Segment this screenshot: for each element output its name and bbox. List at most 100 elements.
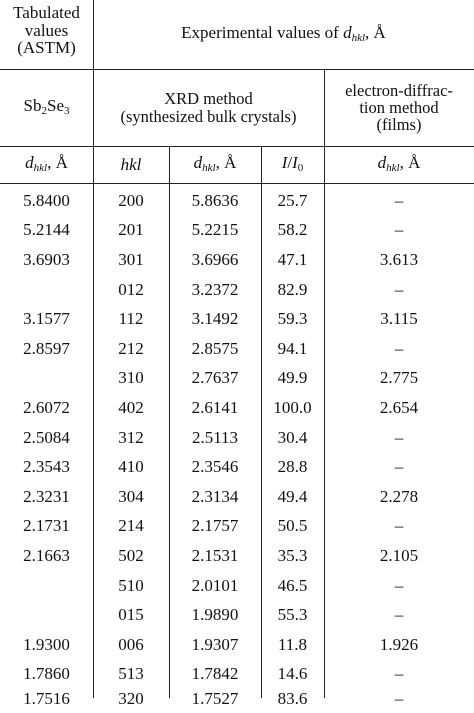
col-header-ed-dhkl: dhkl, Å: [377, 153, 421, 175]
intensity-cell: 46.5: [277, 575, 308, 595]
ed-dhkl-cell: –: [394, 220, 404, 240]
ed-dhkl-cell: –: [394, 279, 404, 299]
col-header-intensity: I/I0: [281, 153, 304, 175]
table-row: 3.1577 112 3.1492 59.3 3.115: [0, 304, 474, 334]
table-row: 015 1.9890 55.3 –: [0, 600, 474, 630]
hkl-cell: 402: [118, 397, 144, 417]
table-row: 5.8400 200 5.8636 25.7 –: [0, 186, 474, 216]
column-divider-1: [93, 0, 94, 698]
column-divider-3: [261, 146, 262, 698]
astm-dhkl-cell: 5.8400: [23, 190, 70, 210]
intensity-cell: 35.3: [277, 545, 308, 565]
astm-dhkl-cell: [0, 275, 93, 305]
table-row: 3.6903 301 3.6966 47.1 3.613: [0, 245, 474, 275]
header-divider-bottom: [0, 183, 474, 184]
intensity-cell: 30.4: [277, 427, 308, 447]
table-row: 5.2144 201 5.2215 58.2 –: [0, 216, 474, 246]
astm-dhkl-cell: 2.3231: [23, 486, 70, 506]
hkl-cell: 312: [118, 427, 144, 447]
hkl-cell: 006: [118, 634, 144, 654]
xrd-dhkl-cell: 1.9307: [191, 634, 239, 654]
experimental-values-header: Experimental values of dhkl, Å: [181, 23, 386, 45]
table-row: 2.1731 214 2.1757 50.5 –: [0, 512, 474, 542]
astm-dhkl-cell: 2.3543: [23, 457, 70, 477]
astm-dhkl-cell: 1.9300: [23, 634, 70, 654]
astm-dhkl-cell: [0, 600, 93, 630]
hkl-cell: 320: [118, 688, 144, 708]
ed-dhkl-cell: 2.775: [379, 368, 419, 388]
xrd-dhkl-cell: 3.2372: [191, 279, 239, 299]
col-header-astm-dhkl: dhkl, Å: [25, 153, 68, 175]
xrd-dhkl-cell: 2.3134: [191, 486, 239, 506]
xrd-dhkl-cell: 1.7842: [191, 664, 239, 684]
ed-dhkl-cell: 1.926: [379, 634, 419, 654]
hkl-cell: 502: [118, 545, 144, 565]
ed-dhkl-cell: –: [394, 190, 404, 210]
table-row: 1.7516 320 1.7527 83.6 –: [0, 684, 474, 713]
astm-dhkl-cell: [0, 364, 93, 394]
ed-dhkl-cell: 2.654: [379, 397, 419, 417]
hkl-cell: 410: [118, 457, 144, 477]
hkl-cell: 201: [118, 220, 144, 240]
compound-header: Sb2Se3: [23, 96, 70, 118]
hkl-cell: 310: [118, 368, 144, 388]
xrd-dhkl-cell: 2.1757: [191, 516, 239, 536]
intensity-cell: 28.8: [277, 457, 308, 477]
col-header-xrd-dhkl: dhkl, Å: [193, 153, 237, 175]
astm-dhkl-cell: 1.7516: [23, 688, 70, 708]
hkl-cell: 214: [118, 516, 144, 536]
intensity-cell: 25.7: [277, 190, 308, 210]
ed-dhkl-cell: –: [394, 516, 404, 536]
table-row: 2.1663 502 2.1531 35.3 2.105: [0, 541, 474, 571]
intensity-cell: 94.1: [277, 338, 308, 358]
xrd-dhkl-cell: 2.6141: [191, 397, 239, 417]
intensity-cell: 59.3: [277, 309, 308, 329]
tabulated-values-header: Tabulated values (ASTM): [13, 2, 80, 58]
table-row: 2.5084 312 2.5113 30.4 –: [0, 423, 474, 453]
table-row: 2.3231 304 2.3134 49.4 2.278: [0, 482, 474, 512]
xrd-dhkl-cell: 2.0101: [191, 575, 239, 595]
table-row: 510 2.0101 46.5 –: [0, 571, 474, 601]
hkl-cell: 200: [118, 190, 144, 210]
xrd-dhkl-cell: 5.8636: [191, 190, 239, 210]
intensity-cell: 58.2: [277, 220, 308, 240]
intensity-cell: 82.9: [277, 279, 308, 299]
xrd-dhkl-cell: 3.1492: [191, 309, 239, 329]
col-header-hkl: hkl: [120, 154, 142, 174]
hkl-cell: 510: [118, 575, 144, 595]
intensity-cell: 50.5: [277, 516, 308, 536]
astm-dhkl-cell: 5.2144: [23, 220, 70, 240]
xrd-dhkl-cell: 2.8575: [191, 338, 239, 358]
astm-dhkl-cell: 2.6072: [23, 397, 70, 417]
table-row: 310 2.7637 49.9 2.775: [0, 364, 474, 394]
hkl-cell: 513: [118, 664, 144, 684]
ed-dhkl-cell: –: [394, 688, 404, 708]
xrd-method-header: XRD method (synthesized bulk crystals): [120, 89, 297, 126]
astm-dhkl-cell: 2.5084: [23, 427, 70, 447]
table-row: 2.6072 402 2.6141 100.0 2.654: [0, 393, 474, 423]
ed-dhkl-cell: 3.115: [380, 309, 418, 329]
astm-dhkl-cell: 3.6903: [23, 249, 70, 269]
astm-dhkl-cell: 2.1731: [23, 516, 70, 536]
ed-dhkl-cell: –: [394, 605, 404, 625]
ed-dhkl-cell: –: [394, 575, 404, 595]
ed-dhkl-cell: –: [394, 664, 404, 684]
column-divider-2: [169, 146, 170, 698]
xrd-dhkl-cell: 2.1531: [191, 545, 239, 565]
intensity-cell: 83.6: [277, 688, 308, 708]
intensity-cell: 55.3: [277, 605, 308, 625]
ed-dhkl-cell: –: [394, 427, 404, 447]
xrd-dhkl-cell: 1.7527: [191, 688, 239, 708]
astm-dhkl-cell: 2.1663: [23, 545, 70, 565]
xrd-dhkl-cell: 1.9890: [191, 605, 239, 625]
electron-diffraction-header: electron-diffrac- tion method (films): [345, 80, 453, 135]
intensity-cell: 49.4: [277, 486, 308, 506]
hkl-cell: 304: [118, 486, 144, 506]
intensity-cell: 100.0: [273, 397, 312, 417]
header-divider-middle: [0, 146, 474, 147]
astm-dhkl-cell: 2.8597: [23, 338, 70, 358]
table-row: 2.8597 212 2.8575 94.1 –: [0, 334, 474, 364]
table-row: 1.7860 513 1.7842 14.6 –: [0, 660, 474, 690]
ed-dhkl-cell: –: [394, 457, 404, 477]
hkl-cell: 212: [118, 338, 144, 358]
